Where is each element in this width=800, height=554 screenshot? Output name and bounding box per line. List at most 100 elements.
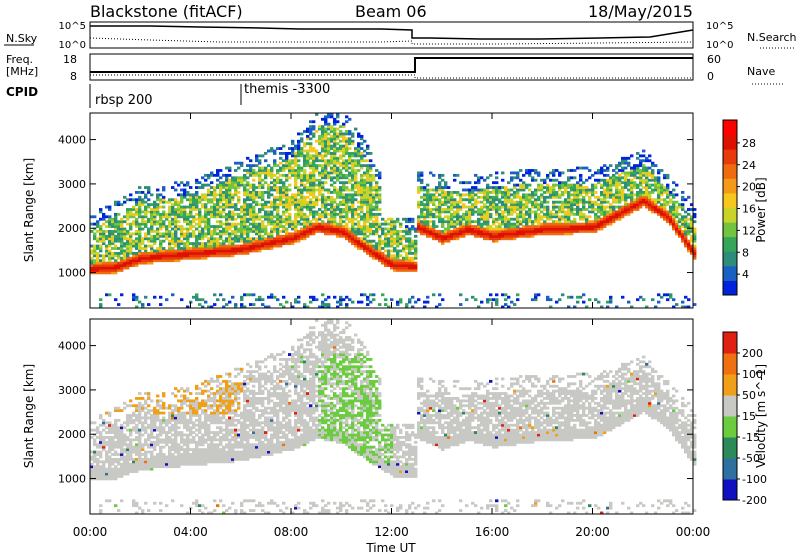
power-cell <box>144 237 148 241</box>
power-cell <box>468 208 472 211</box>
power-cell <box>144 259 148 263</box>
power-cell <box>270 293 274 297</box>
power-cell <box>405 251 409 255</box>
velocity-cell <box>111 453 115 456</box>
power-cell <box>222 249 226 253</box>
power-cell <box>252 247 256 250</box>
power-cell <box>435 230 439 233</box>
power-cell <box>276 186 280 189</box>
power-cell <box>495 293 499 297</box>
power-cell <box>582 293 586 297</box>
power-cell <box>369 198 373 202</box>
power-cell <box>540 232 544 236</box>
power-cell <box>267 191 271 194</box>
power-cell <box>561 208 565 211</box>
power-cell <box>633 176 637 180</box>
power-cell <box>408 256 412 260</box>
power-cell <box>618 200 622 204</box>
power-cell <box>603 208 607 211</box>
power-cell <box>375 217 379 221</box>
power-cell <box>291 161 295 165</box>
power-cell <box>291 195 295 199</box>
power-cell <box>576 200 580 204</box>
power-cell <box>561 232 565 236</box>
power-cell <box>99 244 103 248</box>
power-cell <box>333 198 337 202</box>
power-cell <box>663 186 667 189</box>
power-cell <box>297 200 301 204</box>
power-cell <box>456 232 460 236</box>
power-cell <box>123 266 127 270</box>
velocity-cell <box>102 465 106 469</box>
power-cell <box>150 244 154 248</box>
power-cell <box>462 215 466 219</box>
date-label: 18/May/2015 <box>588 2 693 21</box>
power-cell <box>591 205 595 209</box>
power-cell <box>90 256 94 260</box>
power-cell <box>423 208 427 211</box>
power-cell <box>246 156 250 160</box>
power-cell <box>342 149 346 153</box>
power-cell <box>495 234 499 238</box>
power-cell <box>666 195 670 199</box>
power-cell <box>237 234 241 238</box>
velocity-cell <box>120 445 124 449</box>
power-cell <box>297 232 301 236</box>
power-cell <box>486 212 490 216</box>
power-cell <box>180 200 184 204</box>
power-cell <box>177 244 181 248</box>
power-cell <box>348 142 352 146</box>
power-cell <box>576 295 580 299</box>
power-cell <box>285 154 289 158</box>
power-cell <box>306 178 310 182</box>
power-cell <box>234 234 238 238</box>
power-cell <box>321 134 325 138</box>
power-cell <box>348 239 352 243</box>
power-cell <box>507 191 511 194</box>
power-cell <box>426 188 430 192</box>
power-cell <box>615 217 619 221</box>
power-cell <box>558 230 562 233</box>
power-cell <box>288 147 292 150</box>
power-cell <box>297 188 301 192</box>
power-cell <box>492 198 496 202</box>
power-cell <box>606 300 610 304</box>
power-cell <box>453 230 457 233</box>
power-cell <box>417 298 421 302</box>
power-cell <box>438 239 442 243</box>
power-cell <box>570 295 574 299</box>
power-cell <box>213 247 217 250</box>
power-cell <box>159 303 163 306</box>
power-cell <box>216 251 220 255</box>
power-cell <box>210 208 214 211</box>
velocity-cell <box>108 455 112 459</box>
power-cell <box>276 171 280 175</box>
power-cell <box>618 210 622 214</box>
power-cell <box>285 205 289 209</box>
power-cell <box>360 154 364 158</box>
power-cell <box>246 212 250 216</box>
power-cell <box>207 173 211 177</box>
power-cell <box>201 244 205 248</box>
power-cell <box>312 217 316 221</box>
power-cell <box>372 254 376 258</box>
power-cell <box>339 225 343 228</box>
power-cell <box>657 183 661 187</box>
power-cell <box>264 212 268 216</box>
power-cell <box>330 205 334 209</box>
power-cell <box>156 249 160 253</box>
power-cell <box>630 171 634 175</box>
power-cell <box>585 188 589 192</box>
power-cell <box>465 215 469 219</box>
power-cell <box>213 195 217 199</box>
power-cell <box>288 239 292 243</box>
power-cell <box>96 269 100 272</box>
power-cell <box>558 232 562 236</box>
power-cell <box>522 183 526 187</box>
power-cell <box>129 225 133 228</box>
velocity-cell <box>90 472 94 476</box>
power-cell <box>132 259 136 263</box>
power-cell <box>282 181 286 185</box>
velocity-cell <box>105 455 109 459</box>
velocity-cell <box>123 450 127 454</box>
